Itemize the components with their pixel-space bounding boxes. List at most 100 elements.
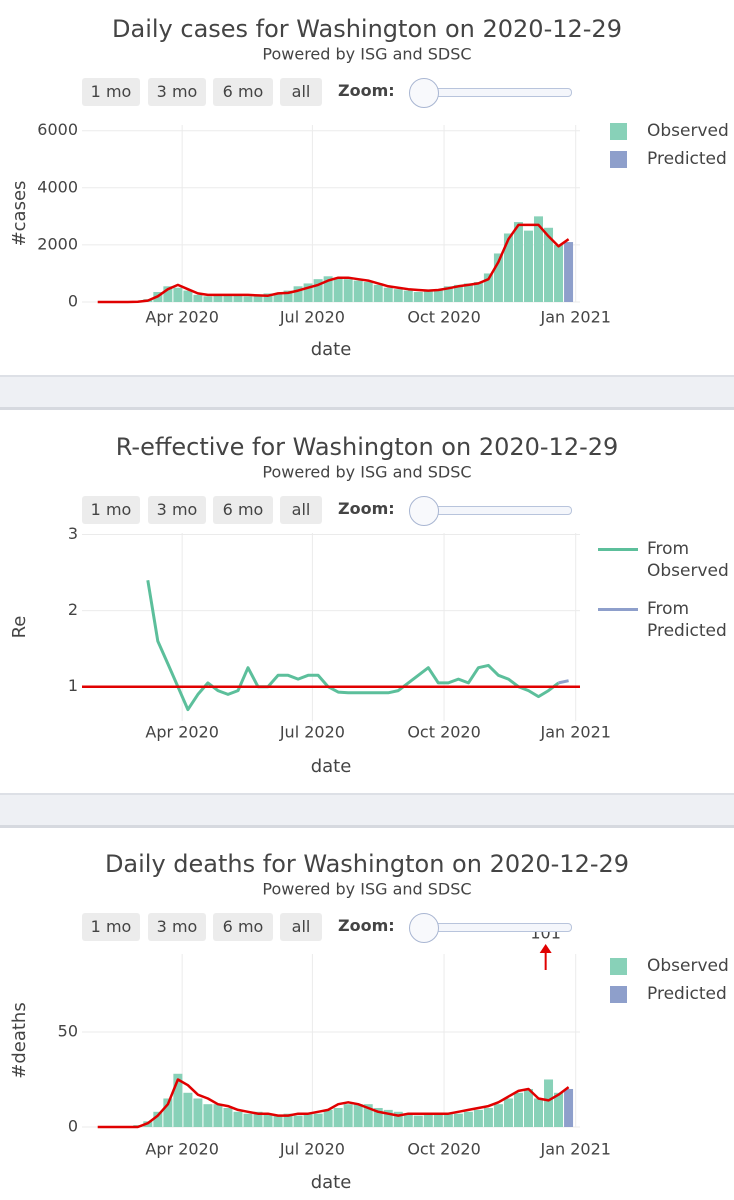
bar — [493, 253, 503, 302]
bar — [373, 1107, 383, 1127]
range-button[interactable]: 1 mo — [82, 78, 140, 106]
bar — [233, 295, 243, 302]
bar — [413, 1115, 423, 1127]
bar — [423, 290, 433, 302]
legend-entry[interactable]: Predicted — [610, 148, 730, 170]
legend-label: Predicted — [647, 984, 727, 1004]
range-button[interactable]: 3 mo — [148, 913, 206, 941]
range-button[interactable]: all — [280, 913, 322, 941]
bar — [513, 1092, 523, 1127]
bar — [393, 1111, 403, 1127]
x-tick-label: Jul 2020 — [279, 308, 345, 327]
bar — [333, 277, 343, 302]
bar — [173, 1073, 183, 1127]
bar — [443, 286, 453, 302]
bar — [283, 1113, 293, 1127]
bar — [313, 1113, 323, 1127]
range-button[interactable]: all — [280, 78, 322, 106]
bar — [463, 283, 473, 302]
bar — [173, 287, 183, 302]
bar — [363, 1104, 373, 1127]
range-button[interactable]: 6 mo — [213, 913, 273, 941]
range-button[interactable]: 6 mo — [213, 78, 273, 106]
bar — [483, 273, 493, 302]
x-tick-label: Oct 2020 — [407, 308, 480, 327]
x-axis-label: date — [311, 1172, 352, 1193]
bar — [564, 1088, 574, 1127]
bar — [303, 283, 313, 302]
legend-swatch — [610, 958, 627, 975]
bar — [383, 1109, 393, 1127]
bar — [403, 1113, 413, 1127]
bar — [483, 1107, 493, 1127]
bar — [263, 1113, 273, 1127]
y-tick-label: 0 — [68, 292, 78, 311]
bar — [293, 1115, 303, 1127]
chart-subtitle: Powered by ISG and SDSC — [262, 463, 471, 482]
y-tick-label: 4000 — [37, 177, 78, 196]
legend-entry[interactable]: From Observed — [598, 538, 729, 582]
legend-entry[interactable]: Predicted — [610, 983, 730, 1005]
bar — [263, 293, 273, 302]
line — [146, 579, 560, 712]
bar — [544, 1079, 554, 1127]
bar — [413, 292, 423, 302]
x-tick-label: Apr 2020 — [145, 723, 218, 742]
zoom-slider[interactable] — [409, 913, 439, 943]
legend: Observed Predicted — [610, 120, 730, 176]
bar — [203, 1104, 213, 1127]
zoom-slider[interactable] — [409, 496, 439, 526]
bar — [393, 289, 403, 302]
bar — [403, 290, 413, 302]
zoom-track — [420, 506, 572, 515]
chart-subtitle: Powered by ISG and SDSC — [262, 880, 471, 899]
bar — [433, 1113, 443, 1127]
zoom-slider[interactable] — [409, 78, 439, 108]
range-button[interactable]: 1 mo — [82, 496, 140, 524]
bar — [373, 284, 383, 302]
bar — [513, 222, 523, 302]
bar — [423, 1113, 433, 1127]
chart: R-effective for Washington on 2020-12-29… — [9, 433, 618, 777]
bar — [353, 280, 363, 302]
bar — [183, 1092, 193, 1127]
bar — [353, 1104, 363, 1127]
bar — [554, 1092, 564, 1127]
bar — [333, 1107, 343, 1127]
bar — [544, 227, 554, 302]
range-button[interactable]: 6 mo — [213, 496, 273, 524]
bar — [223, 1107, 233, 1127]
line — [97, 1078, 570, 1129]
bar — [473, 1109, 483, 1127]
legend-entry[interactable]: Observed — [610, 120, 730, 142]
legend-entry[interactable]: Observed — [610, 955, 730, 977]
bar — [554, 244, 564, 302]
y-tick-label: 6000 — [37, 120, 78, 139]
legend-swatch — [610, 151, 627, 168]
range-button[interactable]: 1 mo — [82, 913, 140, 941]
range-button[interactable]: 3 mo — [148, 78, 206, 106]
bar — [253, 294, 263, 302]
zoom-label: Zoom: — [338, 916, 395, 935]
x-tick-label: Oct 2020 — [407, 723, 480, 742]
line — [97, 223, 570, 304]
bar — [463, 1111, 473, 1127]
bar — [293, 286, 303, 302]
bar — [223, 294, 233, 302]
x-tick-label: Oct 2020 — [407, 1140, 480, 1159]
legend-swatch — [598, 548, 638, 551]
bar — [523, 230, 533, 302]
bar — [253, 1111, 263, 1127]
bar — [243, 296, 253, 302]
bar — [213, 1104, 223, 1127]
range-button[interactable]: all — [280, 496, 322, 524]
bar — [163, 1098, 173, 1127]
legend-label: Observed — [647, 956, 729, 976]
legend-entry[interactable]: From Predicted — [598, 598, 727, 642]
bar — [343, 279, 353, 302]
annotation-arrowhead — [539, 944, 552, 953]
chart-subtitle: Powered by ISG and SDSC — [262, 45, 471, 64]
bar — [564, 242, 574, 302]
range-button[interactable]: 3 mo — [148, 496, 206, 524]
bar — [313, 279, 323, 302]
